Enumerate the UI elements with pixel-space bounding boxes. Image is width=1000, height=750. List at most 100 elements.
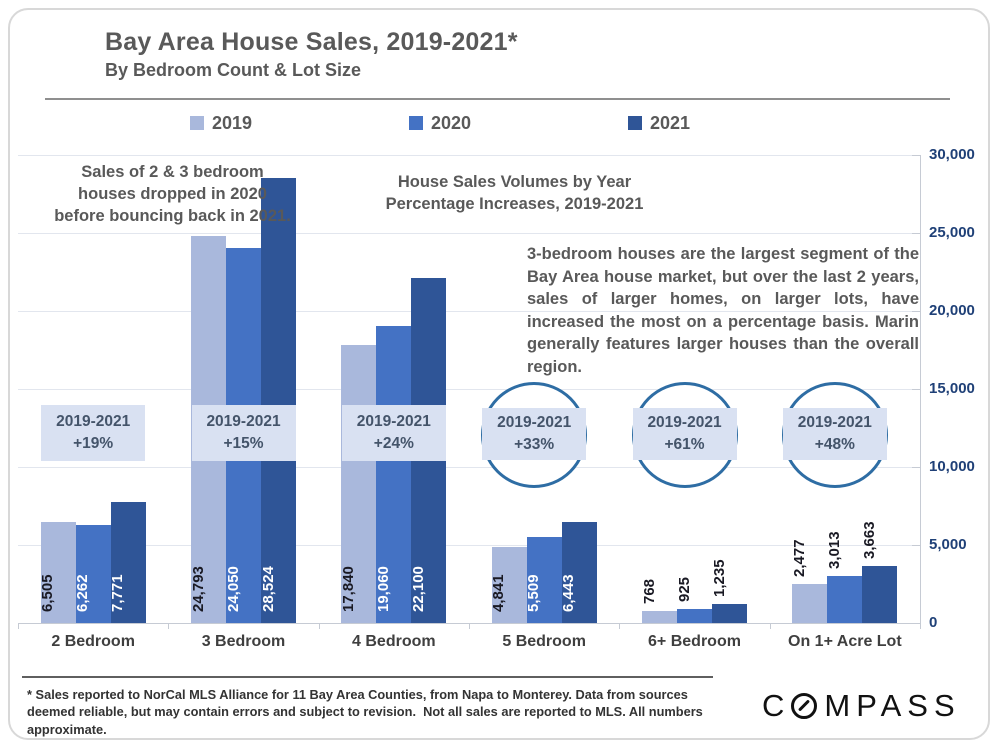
gridline [18, 310, 920, 312]
legend-swatch-2019 [190, 116, 204, 130]
callout-range: 2019-2021 [56, 412, 131, 430]
callout-pct: +33% [514, 436, 555, 453]
gridline [18, 388, 920, 390]
y-axis-tick-label: 20,000 [929, 302, 975, 319]
bar-value-label: 6,262 [74, 574, 92, 612]
footer-disclaimer: * Sales reported to NorCal MLS Alliance … [27, 687, 707, 737]
bar-2019-5-bedroom [491, 547, 527, 623]
callout-box-2-bedroom: 2019-2021 +19% [41, 405, 146, 461]
y-axis-tick [912, 232, 921, 234]
bar-value-label: 24,793 [189, 566, 207, 612]
callout-label-5-bedroom: 2019-2021 +33% [482, 408, 587, 460]
bar-2020-2-bedroom [75, 525, 111, 623]
bar-value-label: 7,771 [109, 574, 127, 612]
legend-item-2021: 2021 [627, 112, 690, 134]
bar-2021-on-1-acre-lot [862, 565, 898, 623]
callout-pct: +48% [814, 436, 855, 453]
bar-value-label: 19,060 [374, 566, 392, 612]
category-label-2-bedroom: 2 Bedroom [51, 633, 135, 650]
category-label-3-bedroom: 3 Bedroom [201, 633, 286, 650]
bar-value-label: 22,100 [409, 566, 427, 612]
callout-range: 2019-2021 [647, 413, 722, 431]
bar-value-label: 24,050 [224, 566, 242, 612]
y-axis-tick [912, 466, 921, 468]
y-axis-tick-label: 30,000 [929, 146, 975, 163]
gridline [18, 466, 920, 468]
bar-value-label: 4,841 [490, 574, 508, 612]
x-axis-tick [920, 623, 921, 629]
legend-swatch-2020 [408, 116, 423, 130]
callout-box-4-bedroom: 2019-2021 +24% [341, 405, 446, 461]
y-axis-tick [912, 622, 921, 624]
bar-value-label: 17,840 [339, 566, 357, 612]
legend-label-2020: 2020 [430, 112, 472, 133]
x-axis-tick [318, 623, 320, 629]
compass-o-icon [791, 692, 818, 719]
bar-2020-4-bedroom [376, 325, 412, 623]
y-axis-tick [912, 544, 921, 546]
callout-range: 2019-2021 [206, 412, 281, 430]
callout-label-6-bedroom: 2019-2021 +61% [632, 408, 737, 460]
page-title: Bay Area House Sales, 2019-2021* [105, 28, 518, 56]
y-axis-tick [912, 388, 921, 390]
callout-label-on-1-acre-lot: 2019-2021 +48% [782, 408, 887, 460]
bar-2020-on-1-acre-lot [827, 575, 863, 623]
bar-2020-6-bedroom [677, 608, 712, 623]
y-axis-tick-label: 25,000 [929, 224, 975, 241]
bar-2020-5-bedroom [526, 537, 562, 623]
legend-item-2019: 2019 [190, 113, 252, 134]
callout-pct: +61% [664, 436, 705, 453]
bar-2019-2-bedroom [40, 521, 76, 623]
legend-label-2019: 2019 [212, 112, 253, 133]
x-axis-tick [619, 623, 621, 629]
legend-item-2020: 2020 [408, 112, 472, 134]
y-axis-tick-label: 5,000 [929, 536, 967, 553]
callout-box-3-bedroom: 2019-2021 +15% [191, 405, 296, 461]
category-label-4-bedroom: 4 Bedroom [352, 633, 436, 650]
chart-legend: 2019 2020 2021 [190, 111, 690, 135]
y-axis-tick [912, 154, 921, 156]
x-axis-tick [168, 623, 170, 629]
gridline [18, 154, 920, 156]
x-axis-tick [18, 623, 19, 629]
legend-swatch-2021 [627, 116, 642, 130]
footer-divider [22, 676, 713, 678]
x-axis-tick [469, 623, 470, 629]
y-axis-tick [912, 310, 921, 312]
y-axis-line [920, 155, 921, 623]
bar-2021-2-bedroom [110, 501, 146, 623]
y-axis-tick-label: 15,000 [929, 380, 975, 397]
note-right-paragraph: 3-bedroom houses are the largest segment… [527, 245, 919, 376]
card-border [8, 8, 990, 740]
bar-2019-6-bedroom [642, 611, 677, 623]
category-label-on-1-acre-lot: On 1+ Acre Lot [788, 633, 902, 650]
bar-value-label: 6,443 [560, 574, 578, 612]
bar-2021-6-bedroom [712, 603, 747, 623]
category-label-5-bedroom: 5 Bedroom [502, 633, 586, 650]
bar-2019-4-bedroom [341, 344, 377, 623]
bar-2021-3-bedroom [261, 178, 296, 623]
callout-pct: +19% [73, 435, 114, 452]
legend-label-2021: 2021 [649, 112, 690, 133]
callout-range: 2019-2021 [797, 413, 872, 431]
callout-range: 2019-2021 [356, 412, 431, 430]
x-axis-tick [769, 623, 771, 629]
bar-value-label: 28,524 [259, 566, 277, 612]
compass-logo: C MPASS [762, 690, 961, 721]
callout-pct: +15% [223, 435, 264, 452]
callout-pct: +24% [373, 435, 414, 452]
logo-letter-c: C [762, 688, 791, 723]
bar-2021-5-bedroom [561, 522, 597, 623]
note-center-heading: House Sales Volumes by Year Percentage I… [385, 173, 644, 213]
gridline [18, 544, 920, 546]
note-left: Sales of 2 & 3 bedroom houses dropped in… [54, 163, 291, 225]
logo-letters-rest: MPASS [824, 688, 961, 723]
y-axis-tick-label: 10,000 [929, 458, 975, 475]
page-subtitle: By Bedroom Count & Lot Size [105, 60, 361, 80]
y-axis-tick-label: 0 [929, 614, 938, 631]
gridline [18, 232, 920, 234]
title-divider [45, 98, 950, 100]
category-label-6-bedroom: 6+ Bedroom [648, 633, 741, 650]
